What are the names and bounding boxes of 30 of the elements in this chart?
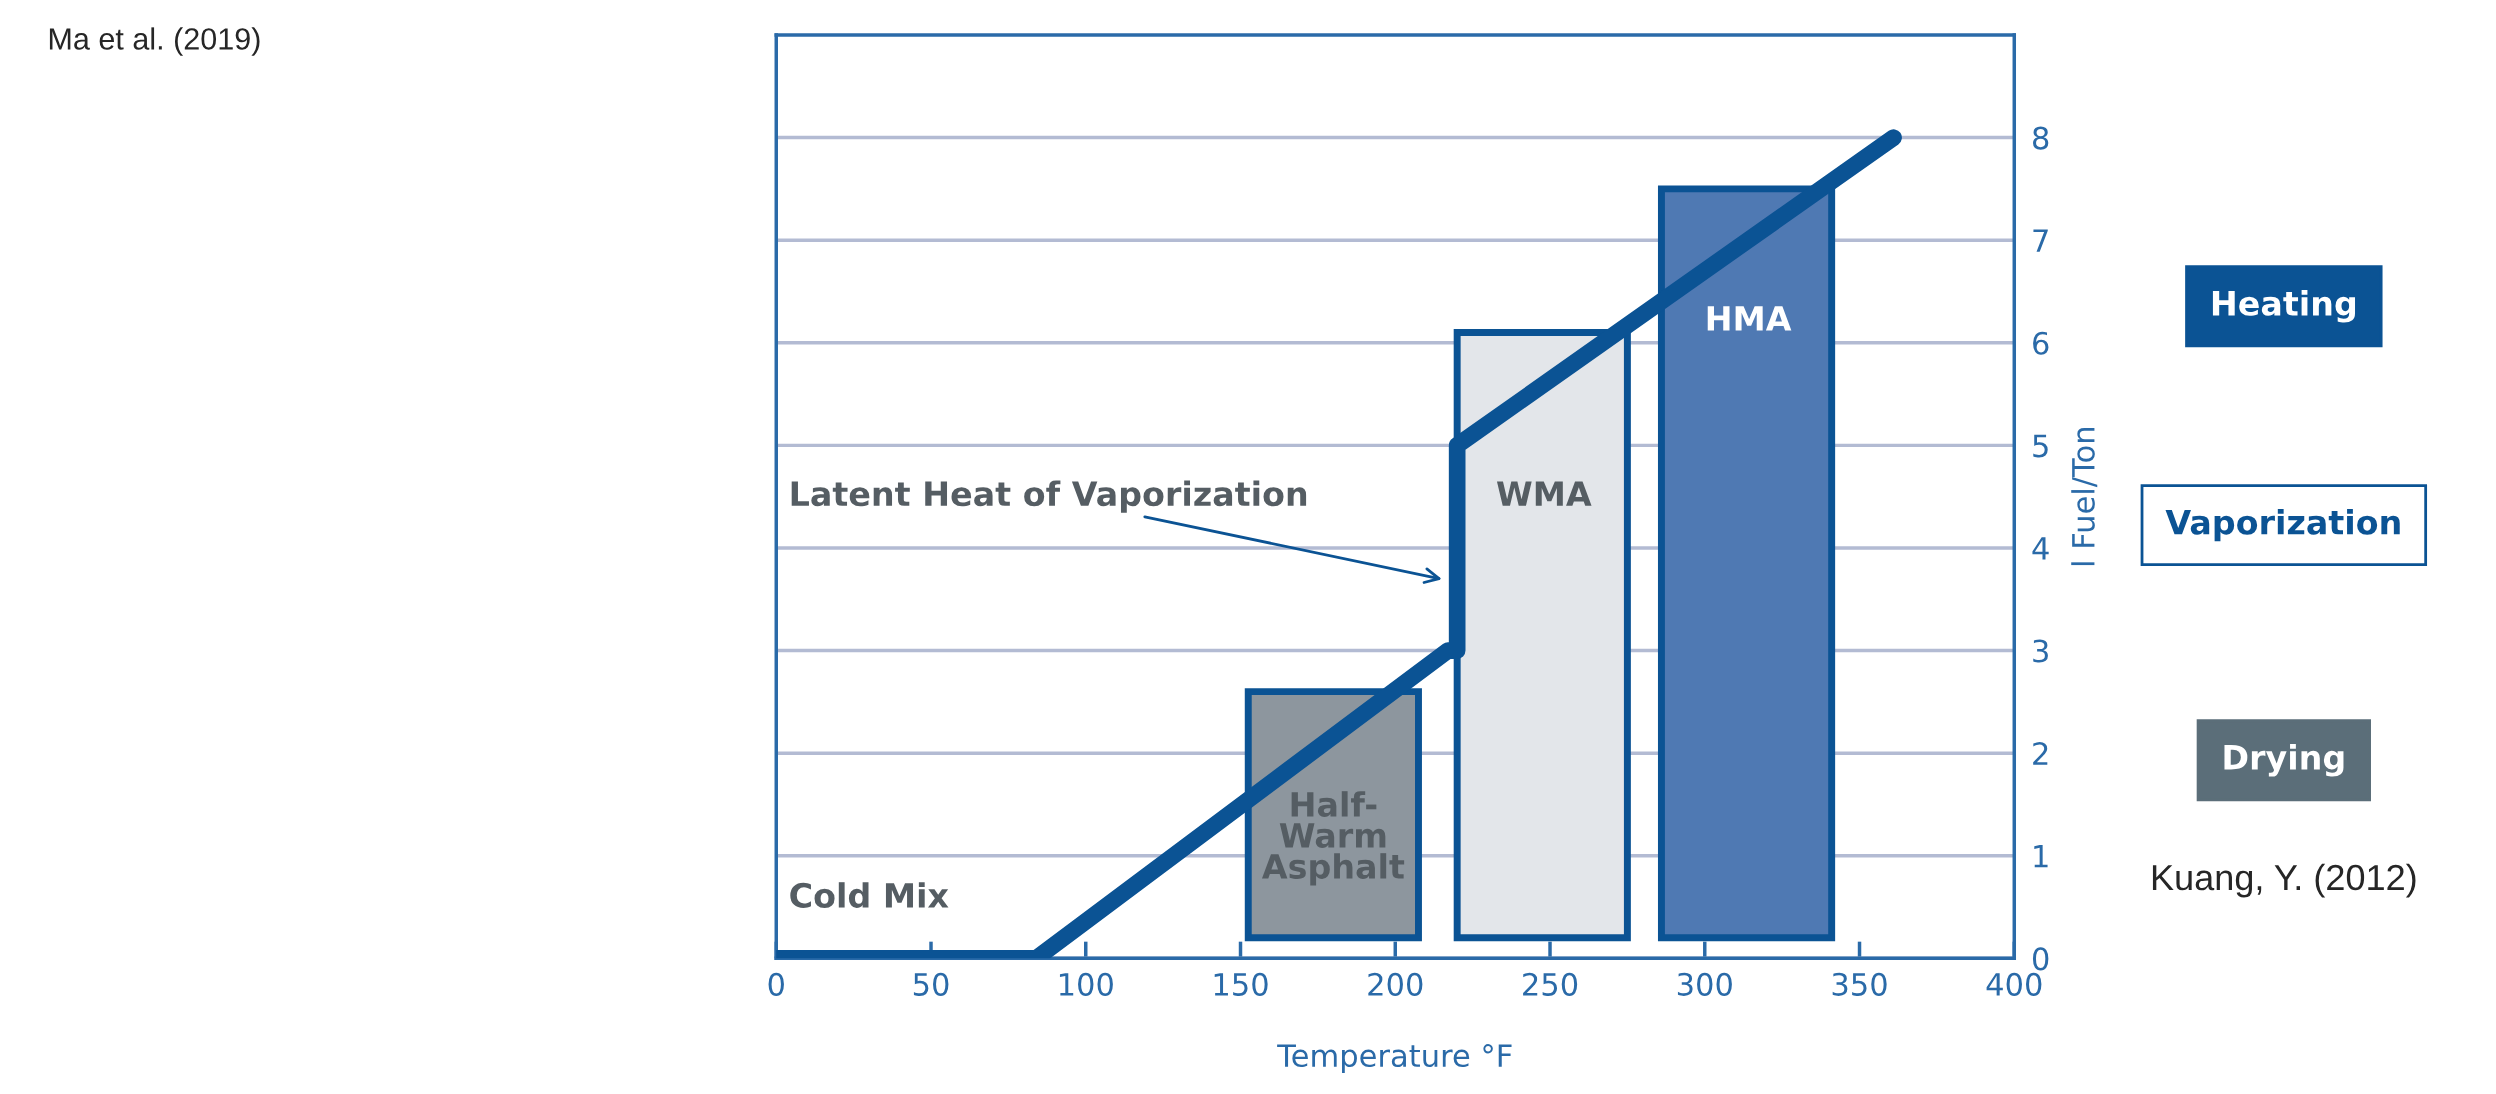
text: Vaporization	[2165, 508, 2400, 542]
annotation: HMA	[1707, 306, 1792, 331]
text: Kuang, Y. (2012)	[2152, 863, 2416, 898]
text: Heating	[2212, 290, 2356, 323]
annotation: Half- Warm Asphalt	[1261, 791, 1405, 886]
y-tick-label: 2	[2033, 742, 2048, 765]
y-tick-label: 3	[2033, 639, 2048, 663]
y-tick-label: 0	[2032, 947, 2049, 971]
annotation: Cold Mix	[790, 882, 949, 908]
x-tick-label: 50	[913, 972, 949, 996]
x-tick-label: 0	[768, 972, 784, 996]
y-axis-title: l Fuel/Ton	[2071, 427, 2098, 566]
y-tick-label: 8	[2033, 126, 2049, 150]
x-tick-label: 250	[1523, 972, 1578, 996]
y-tick-label: 1	[2034, 845, 2048, 868]
annotation: WMA	[1496, 481, 1592, 506]
annotation: Latent Heat of Vaporization	[791, 480, 1307, 513]
x-tick-label: 150	[1214, 972, 1268, 996]
y-tick-label: 7	[2033, 229, 2048, 252]
y-tick-label: 6	[2033, 331, 2049, 355]
y-tick-label: 4	[2032, 537, 2049, 560]
text: Drying	[2224, 744, 2344, 777]
x-tick-label: 400	[1986, 972, 2042, 996]
text: Ma et al. (2019)	[49, 27, 260, 56]
x-tick-label: 300	[1677, 972, 1732, 996]
x-axis-title: Temperature °F	[1277, 1044, 1512, 1074]
x-tick-label: 200	[1368, 972, 1423, 996]
x-tick-label: 350	[1832, 972, 1887, 996]
y-tick-label: 5	[2033, 434, 2048, 458]
x-tick-label: 100	[1059, 972, 1113, 996]
